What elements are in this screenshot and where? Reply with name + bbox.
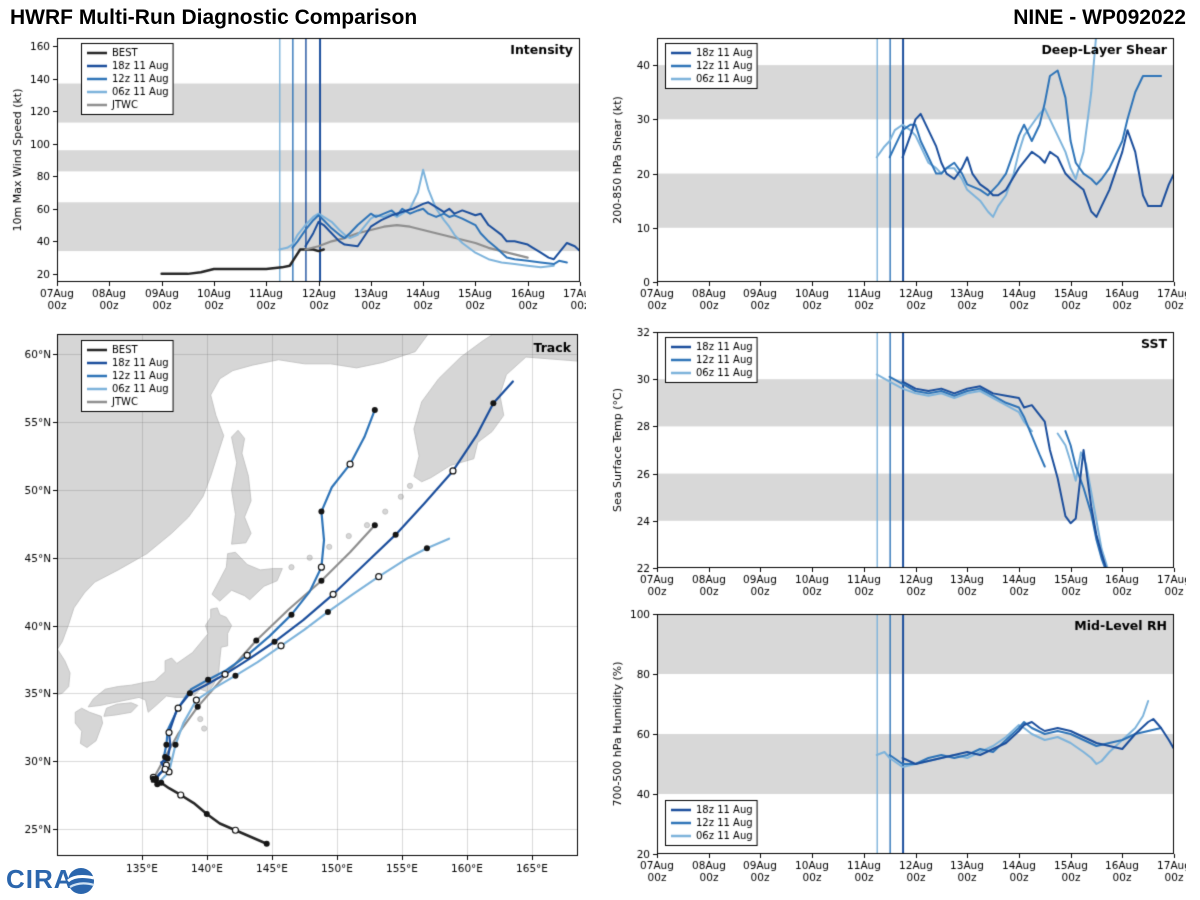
track-map (8, 326, 586, 888)
intensity-chart (8, 32, 586, 324)
cira-logo-text: CIRA (6, 864, 74, 894)
shear-chart (608, 32, 1186, 324)
cira-logo-globe-icon (67, 868, 95, 894)
page-title: HWRF Multi-Run Diagnostic Comparison (10, 6, 418, 29)
storm-id: NINE - WP092022 (1013, 6, 1186, 29)
sst-chart (608, 326, 1186, 608)
cira-logo: CIRA (4, 860, 114, 898)
rh-chart (608, 608, 1186, 898)
